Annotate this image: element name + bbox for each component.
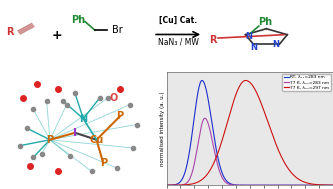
Text: Br: Br [112, 25, 122, 35]
Text: NaN₃ / MW: NaN₃ / MW [158, 37, 198, 46]
Text: P: P [116, 111, 124, 121]
Text: [Cu] Cat.: [Cu] Cat. [159, 16, 197, 25]
Text: +: + [51, 29, 62, 42]
Text: Ph: Ph [258, 17, 272, 27]
Text: N: N [250, 43, 257, 52]
Text: N: N [245, 32, 252, 41]
Text: R: R [6, 27, 14, 37]
Text: P: P [46, 135, 54, 145]
Text: I: I [73, 128, 77, 138]
Text: R: R [209, 35, 217, 44]
Text: O: O [109, 93, 117, 103]
Text: P: P [100, 158, 107, 168]
Legend: RT, λₑₓ=283 nm, 77 K, λₑₓ=283 nm, 77 K, λₑₓ=297 nm: RT, λₑₓ=283 nm, 77 K, λₑₓ=283 nm, 77 K, … [282, 74, 331, 91]
Text: Cu: Cu [90, 135, 104, 145]
Text: N: N [272, 40, 279, 49]
Text: N: N [79, 114, 87, 124]
Y-axis label: normalised intensity (a. u.): normalised intensity (a. u.) [160, 91, 165, 166]
Text: Ph: Ph [71, 15, 85, 25]
